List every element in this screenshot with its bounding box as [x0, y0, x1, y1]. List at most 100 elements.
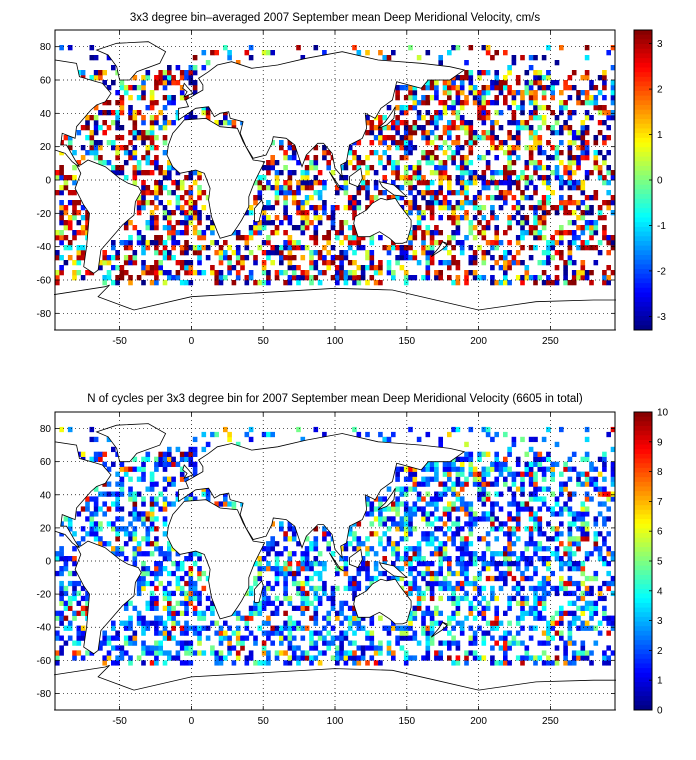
top-heatmap-cell — [111, 240, 116, 246]
bottom-heatmap-cell — [335, 615, 340, 621]
top-heatmap-cell — [571, 180, 577, 186]
top-heatmap-cell — [459, 120, 465, 126]
top-heatmap-cell — [326, 260, 332, 266]
bottom-heatmap-cell — [494, 561, 500, 567]
top-heatmap-cell — [490, 85, 495, 91]
top-heatmap-cell — [356, 205, 362, 211]
top-heatmap-cell — [442, 105, 448, 111]
top-heatmap-cell — [584, 100, 590, 106]
top-heatmap-cell — [589, 220, 594, 226]
top-heatmap-cell — [309, 235, 314, 241]
top-heatmap-cell — [524, 265, 530, 271]
bottom-heatmap-cell — [132, 496, 138, 502]
top-heatmap-cell — [524, 275, 530, 281]
top-colorbar-tick-label: -2 — [657, 266, 666, 277]
bottom-heatmap-cell — [464, 590, 469, 597]
top-heatmap-cell — [300, 215, 306, 221]
bottom-heatmap-cell — [167, 476, 172, 482]
top-heatmap-cell — [391, 180, 396, 186]
bottom-heatmap-cell — [584, 451, 590, 457]
top-heatmap-cell — [360, 235, 366, 241]
bottom-colorbar-segment — [634, 537, 652, 543]
bottom-heatmap-cell — [343, 561, 349, 567]
top-heatmap-cell — [167, 190, 172, 196]
bottom-heatmap-cell — [123, 650, 129, 656]
bottom-heatmap-cell — [59, 566, 64, 572]
bottom-heatmap-cell — [352, 660, 357, 666]
top-heatmap-cell — [399, 185, 405, 191]
bottom-heatmap-cell — [128, 491, 133, 497]
bottom-heatmap-cell — [425, 491, 431, 497]
top-heatmap-cell — [425, 225, 431, 231]
top-heatmap-cell — [580, 270, 586, 276]
top-heatmap-cell — [515, 105, 521, 111]
bottom-heatmap-cell — [459, 570, 465, 577]
bottom-heatmap-cell — [373, 660, 379, 666]
bottom-heatmap-cell — [89, 531, 95, 537]
bottom-heatmap-cell — [584, 650, 590, 656]
bottom-heatmap-cell — [352, 585, 357, 592]
top-colorbar-segment — [634, 44, 652, 50]
bottom-heatmap-cell — [93, 506, 99, 512]
top-heatmap-cell — [119, 265, 125, 271]
bottom-heatmap-cell — [546, 536, 551, 542]
top-heatmap-cell — [188, 265, 194, 271]
top-heatmap-cell — [279, 250, 284, 256]
top-heatmap-cell — [533, 140, 538, 146]
top-heatmap-cell — [563, 205, 568, 211]
top-heatmap-cell — [373, 170, 379, 176]
bottom-heatmap-cell — [300, 436, 306, 443]
bottom-heatmap-cell — [459, 551, 465, 557]
top-heatmap-cell — [576, 245, 581, 251]
bottom-heatmap-cell — [266, 650, 271, 656]
bottom-heatmap-cell — [472, 466, 478, 472]
top-heatmap-cell — [580, 130, 586, 136]
bottom-heatmap-cell — [162, 516, 168, 522]
bottom-y-tick-label: -80 — [37, 689, 52, 700]
bottom-heatmap-cell — [425, 521, 431, 527]
top-heatmap-cell — [528, 175, 534, 181]
bottom-heatmap-cell — [395, 546, 400, 552]
bottom-heatmap-cell — [352, 546, 357, 552]
bottom-heatmap-cell — [235, 655, 241, 661]
bottom-colorbar-segment — [634, 421, 652, 427]
top-heatmap-cell — [119, 100, 125, 106]
top-heatmap-cell — [188, 190, 194, 196]
bottom-heatmap-cell — [416, 585, 422, 592]
bottom-heatmap-cell — [503, 650, 508, 656]
top-heatmap-cell — [412, 125, 418, 131]
bottom-heatmap-cell — [403, 635, 409, 641]
bottom-heatmap-cell — [403, 531, 409, 537]
bottom-heatmap-cell — [485, 431, 491, 438]
top-heatmap-cell — [322, 50, 327, 56]
bottom-heatmap-cell — [610, 575, 616, 582]
top-heatmap-cell — [266, 205, 271, 211]
bottom-heatmap-cell — [218, 655, 224, 661]
top-heatmap-cell — [481, 230, 487, 236]
bottom-heatmap-cell — [563, 481, 568, 487]
bottom-heatmap-cell — [511, 516, 517, 522]
top-heatmap-cell — [274, 170, 280, 176]
top-heatmap-cell — [266, 215, 271, 221]
top-heatmap-cell — [412, 120, 418, 126]
bottom-heatmap-cell — [80, 630, 86, 636]
bottom-heatmap-cell — [132, 506, 138, 512]
bottom-heatmap-cell — [442, 511, 448, 517]
top-heatmap-cell — [408, 180, 413, 186]
bottom-heatmap-cell — [554, 461, 560, 467]
bottom-heatmap-cell — [317, 561, 323, 567]
bottom-heatmap-cell — [59, 521, 64, 527]
top-heatmap-cell — [434, 125, 439, 131]
top-heatmap-cell — [218, 245, 224, 251]
top-heatmap-cell — [507, 280, 512, 286]
bottom-heatmap-cell — [266, 620, 271, 626]
bottom-heatmap-cell — [571, 451, 577, 457]
top-heatmap-cell — [309, 250, 314, 256]
top-heatmap-cell — [356, 165, 362, 171]
top-heatmap-cell — [261, 210, 267, 216]
top-heatmap-cell — [451, 105, 456, 111]
bottom-heatmap-cell — [515, 580, 521, 587]
bottom-heatmap-cell — [270, 546, 276, 552]
bottom-heatmap-cell — [541, 496, 547, 502]
top-heatmap-cell — [162, 115, 168, 121]
